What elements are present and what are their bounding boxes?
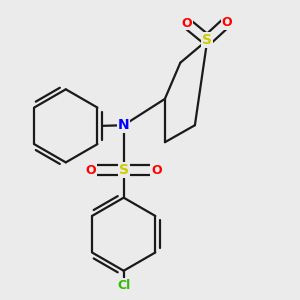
Text: O: O — [221, 16, 232, 28]
Text: S: S — [202, 33, 212, 47]
Text: O: O — [151, 164, 161, 177]
Text: N: N — [118, 118, 130, 132]
Text: O: O — [181, 16, 192, 30]
Text: Cl: Cl — [117, 279, 130, 292]
Text: S: S — [119, 163, 129, 177]
Text: O: O — [86, 164, 97, 177]
